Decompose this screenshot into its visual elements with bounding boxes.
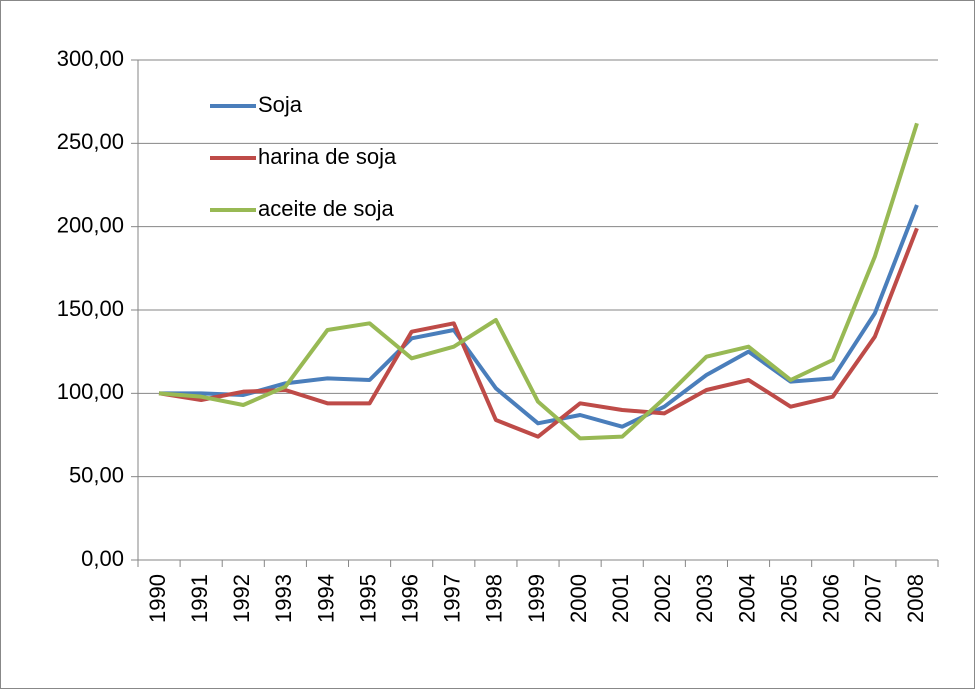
x-tick-label: 1999 [524, 574, 549, 623]
y-tick-label: 100,00 [57, 379, 124, 404]
x-tick-label: 2001 [608, 574, 633, 623]
x-tick-label: 1995 [355, 574, 380, 623]
y-tick-label: 50,00 [69, 462, 124, 487]
y-tick-label: 250,00 [57, 129, 124, 154]
series-line [158, 227, 919, 439]
x-tick-label: 2008 [903, 574, 928, 623]
y-tick-label: 200,00 [57, 212, 124, 237]
y-tick-label: 300,00 [57, 46, 124, 71]
x-tick-label: 1992 [229, 574, 254, 623]
x-tick-label: 2000 [566, 574, 591, 623]
x-tick-label: 1993 [271, 574, 296, 623]
y-tick-label: 150,00 [57, 296, 124, 321]
x-tick-label: 2005 [776, 574, 801, 623]
x-tick-label: 1996 [397, 574, 422, 623]
x-tick-label: 1990 [145, 574, 170, 623]
series-line [158, 122, 919, 441]
x-tick-label: 1997 [440, 574, 465, 623]
x-tick-label: 2002 [650, 574, 675, 623]
legend-label: Soja [258, 92, 303, 117]
x-tick-label: 2007 [861, 574, 886, 623]
x-tick-label: 2004 [734, 574, 759, 623]
y-tick-label: 0,00 [81, 546, 124, 571]
x-tick-label: 1991 [187, 574, 212, 623]
x-tick-label: 1994 [313, 574, 338, 623]
legend-label: harina de soja [258, 144, 397, 169]
legend-label: aceite de soja [258, 196, 395, 221]
x-tick-label: 2006 [819, 574, 844, 623]
x-tick-label: 2003 [692, 574, 717, 623]
x-tick-label: 1998 [482, 574, 507, 623]
